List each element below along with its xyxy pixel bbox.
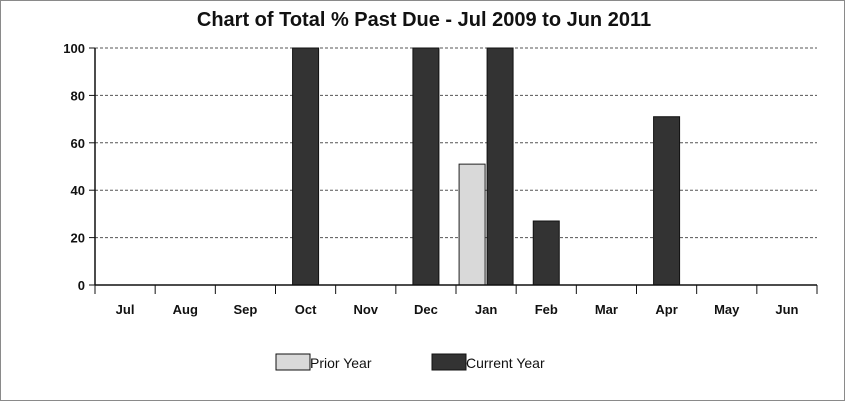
- bar-current-year-dec: [412, 47, 440, 286]
- x-tick-label-apr: Apr: [655, 302, 677, 317]
- y-tick-label: 0: [78, 278, 85, 293]
- legend-swatch-current-year: [431, 353, 467, 371]
- x-tick-label-sep: Sep: [233, 302, 257, 317]
- x-tick-label-feb: Feb: [535, 302, 558, 317]
- x-tick-label-jul: Jul: [116, 302, 135, 317]
- legend: Prior Year Current Year: [275, 353, 545, 371]
- y-tick-label: 80: [71, 88, 85, 103]
- bar-current-year-jan: [486, 47, 514, 286]
- x-tick-label-jun: Jun: [775, 302, 798, 317]
- gridlines: [95, 47, 817, 239]
- bars: [292, 47, 681, 286]
- bar-current-year-feb: [532, 220, 560, 286]
- bar-prior-year-jan: [458, 163, 486, 286]
- x-tick-label-nov: Nov: [353, 302, 378, 317]
- y-tick-label: 60: [71, 136, 85, 151]
- x-tick-label-oct: Oct: [295, 302, 317, 317]
- legend-swatch-prior-year: [275, 353, 311, 371]
- legend-label-current-year: Current Year: [466, 355, 545, 371]
- x-tick-label-dec: Dec: [414, 302, 438, 317]
- x-tick-label-may: May: [714, 302, 740, 317]
- bar-current-year-apr: [653, 116, 681, 286]
- x-tick-label-jan: Jan: [475, 302, 497, 317]
- y-tick-label: 40: [71, 183, 85, 198]
- axes: 0 20 40 60 80 100 Jul Aug Sep Oct Nov Dec Jan Feb Mar A…: [63, 41, 818, 317]
- y-tick-label: 20: [71, 231, 85, 246]
- legend-label-prior-year: Prior Year: [310, 355, 372, 371]
- x-tick-label-mar: Mar: [595, 302, 618, 317]
- chart-title: Chart of Total % Past Due - Jul 2009 to …: [197, 9, 651, 31]
- x-tick-label-aug: Aug: [173, 302, 198, 317]
- bar-current-year-oct: [292, 47, 320, 286]
- y-tick-label: 100: [63, 41, 85, 56]
